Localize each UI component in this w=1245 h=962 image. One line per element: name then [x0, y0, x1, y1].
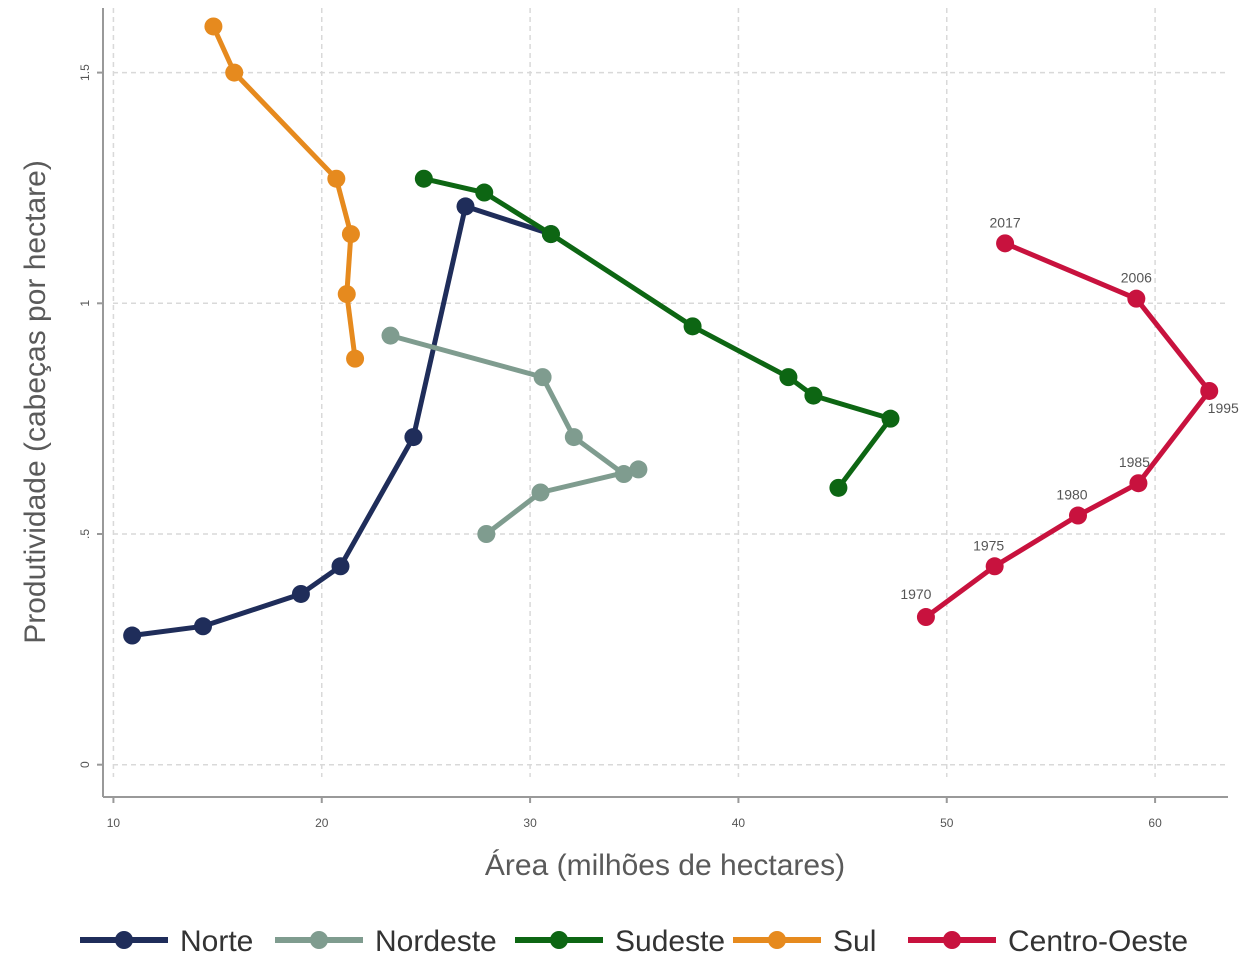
- data-point-centro-oeste-2: [1069, 506, 1087, 525]
- x-tick-label-4: 50: [940, 816, 954, 830]
- point-label-1985: 1985: [1119, 454, 1150, 470]
- legend-swatch-marker: [768, 931, 786, 949]
- series-layer: [123, 17, 1219, 645]
- data-point-sul-4: [337, 285, 356, 304]
- axes-layer: 10 20 30 40 50 60 0 .5 1 1.5: [78, 8, 1228, 830]
- series-nordeste: [381, 326, 648, 543]
- series-sudeste: [414, 169, 900, 497]
- legend-swatch-marker: [115, 931, 133, 949]
- data-point-sul-3: [341, 225, 360, 244]
- data-point-sudeste-5: [804, 386, 823, 405]
- data-point-centro-oeste-1: [985, 557, 1004, 576]
- x-tick-label-5: 60: [1148, 816, 1162, 830]
- series-line-centro-oeste: [923, 240, 1212, 620]
- x-tick-label-0: 10: [107, 816, 121, 830]
- data-point-sul-0: [204, 17, 223, 36]
- legend-item-sudeste: Sudeste: [515, 925, 725, 958]
- data-point-sudeste-7: [829, 478, 848, 497]
- legend-item-sul: Sul: [733, 925, 876, 958]
- data-point-centro-oeste-6: [996, 234, 1015, 253]
- data-point-norte-0: [123, 626, 142, 645]
- x-tick-label-3: 40: [732, 816, 746, 830]
- data-point-nordeste-3: [614, 465, 633, 484]
- x-axis-title: Área (milhões de hectares): [485, 849, 845, 882]
- point-labels-layer: 1970 1975 1980 1985 1995 2006 2017: [900, 214, 1239, 602]
- legend-label: Norte: [180, 925, 253, 957]
- point-label-1970: 1970: [900, 586, 931, 602]
- y-axis-title: Produtividade (cabeças por hectare): [19, 160, 52, 644]
- data-point-nordeste-4: [629, 460, 648, 479]
- data-point-sudeste-3: [683, 317, 702, 336]
- grid-layer: [112, 8, 1228, 777]
- point-label-1995: 1995: [1208, 400, 1239, 416]
- data-point-sudeste-2: [541, 225, 560, 244]
- series-line-sudeste: [421, 176, 893, 491]
- data-point-nordeste-5: [531, 483, 550, 502]
- legend-item-nordeste: Nordeste: [275, 925, 497, 958]
- data-point-norte-3: [331, 557, 350, 576]
- data-point-sudeste-1: [475, 183, 494, 202]
- data-point-centro-oeste-5: [1127, 289, 1146, 308]
- legend-item-norte: Norte: [80, 925, 253, 958]
- data-point-centro-oeste-4: [1200, 381, 1219, 400]
- y-tick-label-0: 0: [78, 761, 92, 768]
- data-point-sul-5: [346, 349, 365, 368]
- data-point-sul-2: [327, 169, 346, 188]
- point-label-2017: 2017: [990, 214, 1021, 230]
- data-point-sul-1: [225, 63, 244, 82]
- data-point-nordeste-1: [533, 368, 552, 387]
- series-sul: [204, 17, 365, 368]
- y-tick-label-2: 1: [78, 300, 92, 307]
- x-tick-label-2: 30: [523, 816, 537, 830]
- x-tick-label-1: 20: [315, 816, 329, 830]
- legend-label: Sul: [833, 925, 876, 957]
- point-label-1980: 1980: [1056, 487, 1087, 503]
- data-point-nordeste-2: [564, 428, 583, 447]
- y-tick-label-3: 1.5: [78, 64, 92, 81]
- data-point-centro-oeste-3: [1129, 474, 1148, 493]
- series-norte: [123, 197, 560, 645]
- data-point-norte-4: [404, 428, 423, 447]
- legend-swatch-marker: [943, 931, 961, 949]
- data-point-nordeste-0: [381, 326, 400, 345]
- data-point-norte-2: [291, 584, 310, 603]
- data-point-norte-1: [194, 617, 212, 636]
- legend-label: Sudeste: [615, 925, 725, 957]
- legend-label: Centro-Oeste: [1008, 925, 1188, 957]
- point-label-2006: 2006: [1121, 270, 1152, 286]
- data-point-nordeste-6: [477, 525, 496, 543]
- legend: Norte Nordeste Sudeste Sul Centro-Oeste: [80, 925, 1188, 958]
- point-label-1975: 1975: [973, 537, 1004, 553]
- data-point-sudeste-4: [779, 368, 798, 387]
- legend-item-centro-oeste: Centro-Oeste: [908, 925, 1188, 958]
- data-point-centro-oeste-0: [916, 608, 935, 627]
- data-point-sudeste-0: [414, 169, 433, 188]
- data-point-sudeste-6: [881, 409, 900, 428]
- legend-swatch-marker: [550, 931, 568, 949]
- y-tick-label-1: .5: [78, 529, 92, 539]
- legend-swatch-marker: [310, 931, 328, 949]
- legend-label: Nordeste: [375, 925, 497, 957]
- data-point-norte-5: [456, 197, 475, 216]
- series-centro-oeste: [916, 234, 1219, 627]
